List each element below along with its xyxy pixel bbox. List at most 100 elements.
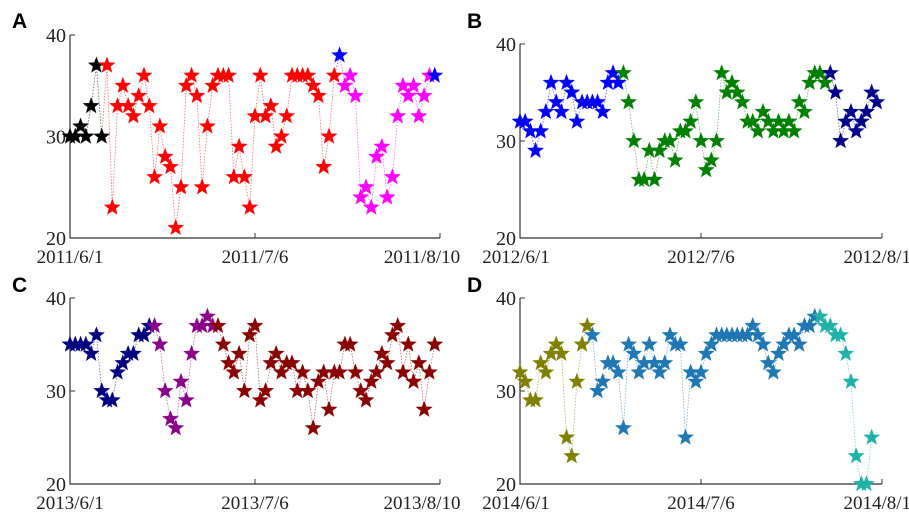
connector-line (617, 372, 624, 429)
data-point-star (246, 316, 264, 334)
data-point-star (697, 161, 715, 178)
data-point-star (749, 326, 767, 343)
data-point-star (198, 307, 216, 324)
data-point-star (352, 188, 370, 205)
data-point-star (821, 64, 839, 81)
connector-line (106, 65, 113, 208)
connector-line (249, 116, 256, 208)
data-point-star (420, 363, 438, 380)
connector-line (254, 75, 261, 117)
data-point-star (785, 326, 803, 343)
data-point-star (537, 363, 555, 380)
y-tick-label: 40 (496, 34, 516, 56)
data-point-star (103, 391, 121, 408)
connector-line (628, 102, 635, 142)
data-point-star (816, 73, 834, 91)
data-point-star (82, 97, 100, 114)
connector-line (654, 150, 661, 180)
data-point-star (625, 344, 643, 362)
connector-line (560, 82, 567, 112)
data-point-star (744, 316, 762, 334)
data-point-star (383, 168, 401, 185)
connector-line (602, 82, 609, 112)
data-point-star (426, 66, 444, 83)
connector-line (850, 381, 857, 457)
connector-line (571, 381, 578, 457)
connector-line (685, 372, 692, 438)
connector-line (196, 95, 203, 188)
chart-panel-a: A 20 30 40 2011/6/1 2011/7/6 2011/8/10 (12, 10, 460, 268)
data-point-star (723, 73, 741, 91)
data-point-star (552, 344, 570, 362)
data-point-star (362, 372, 380, 389)
data-point-star (410, 354, 428, 371)
data-point-star (198, 117, 216, 134)
x-tick-label: 2011/7/6 (222, 247, 289, 268)
connector-line (623, 344, 629, 429)
x-tick-label: 2012/8/10 (843, 247, 909, 268)
data-point-star (230, 344, 248, 362)
connector-line (370, 156, 377, 208)
connector-line (866, 437, 873, 485)
data-point-star (754, 335, 772, 352)
data-point-star (847, 447, 865, 464)
connector-line (339, 55, 346, 86)
data-point-star (346, 86, 364, 104)
data-point-star (630, 363, 648, 380)
data-point-star (589, 382, 607, 399)
data-point-star (594, 372, 612, 389)
panel-letter: D (467, 274, 482, 297)
data-point-star (842, 102, 860, 120)
data-point-star (204, 76, 222, 93)
data-point-star (151, 335, 169, 352)
y-tick-label: 20 (496, 474, 516, 496)
connector-line (793, 102, 800, 132)
data-point-star (130, 86, 148, 104)
connector-line (392, 116, 399, 178)
data-point-star (754, 102, 772, 120)
data-point-star (72, 117, 90, 134)
data-point-star (272, 127, 290, 144)
data-point-star (177, 76, 195, 93)
connector-line (259, 75, 266, 117)
data-point-star (389, 316, 407, 334)
connector-line (695, 102, 702, 142)
data-point-star (609, 73, 627, 91)
data-point-star (235, 382, 253, 399)
data-point-star (563, 83, 581, 100)
data-point-star (666, 151, 684, 168)
connector-line (270, 105, 277, 147)
x-tick-label: 2012/6/1 (482, 247, 550, 268)
connector-line (228, 75, 235, 178)
data-point-star (177, 391, 195, 408)
x-tick-label: 2011/8/10 (384, 247, 460, 268)
data-point-star (697, 344, 715, 362)
y-tick-label: 30 (46, 127, 66, 149)
data-point-star (527, 391, 545, 408)
data-point-star (304, 419, 322, 436)
data-point-star (235, 168, 253, 185)
data-point-star (415, 86, 433, 104)
data-point-star (640, 335, 658, 352)
data-point-star (676, 122, 694, 139)
connector-line (96, 335, 103, 392)
data-point-star (532, 122, 550, 139)
data-point-star (594, 102, 612, 120)
y-tick-label: 30 (46, 381, 66, 403)
data-point-star (214, 335, 232, 352)
connector-line (633, 140, 640, 180)
connector-line (148, 106, 155, 178)
data-point-star (837, 112, 855, 129)
connector-line (85, 105, 92, 137)
data-point-star (563, 447, 581, 464)
axes (69, 35, 440, 239)
data-point-star (532, 354, 550, 371)
data-point-star (304, 76, 322, 93)
data-point-star (368, 147, 386, 165)
connector-line (175, 381, 182, 429)
y-tick-label: 20 (46, 474, 66, 496)
data-point-star (331, 46, 349, 63)
data-point-star (661, 326, 679, 343)
connector-line (643, 150, 650, 180)
connector-line (175, 187, 182, 228)
